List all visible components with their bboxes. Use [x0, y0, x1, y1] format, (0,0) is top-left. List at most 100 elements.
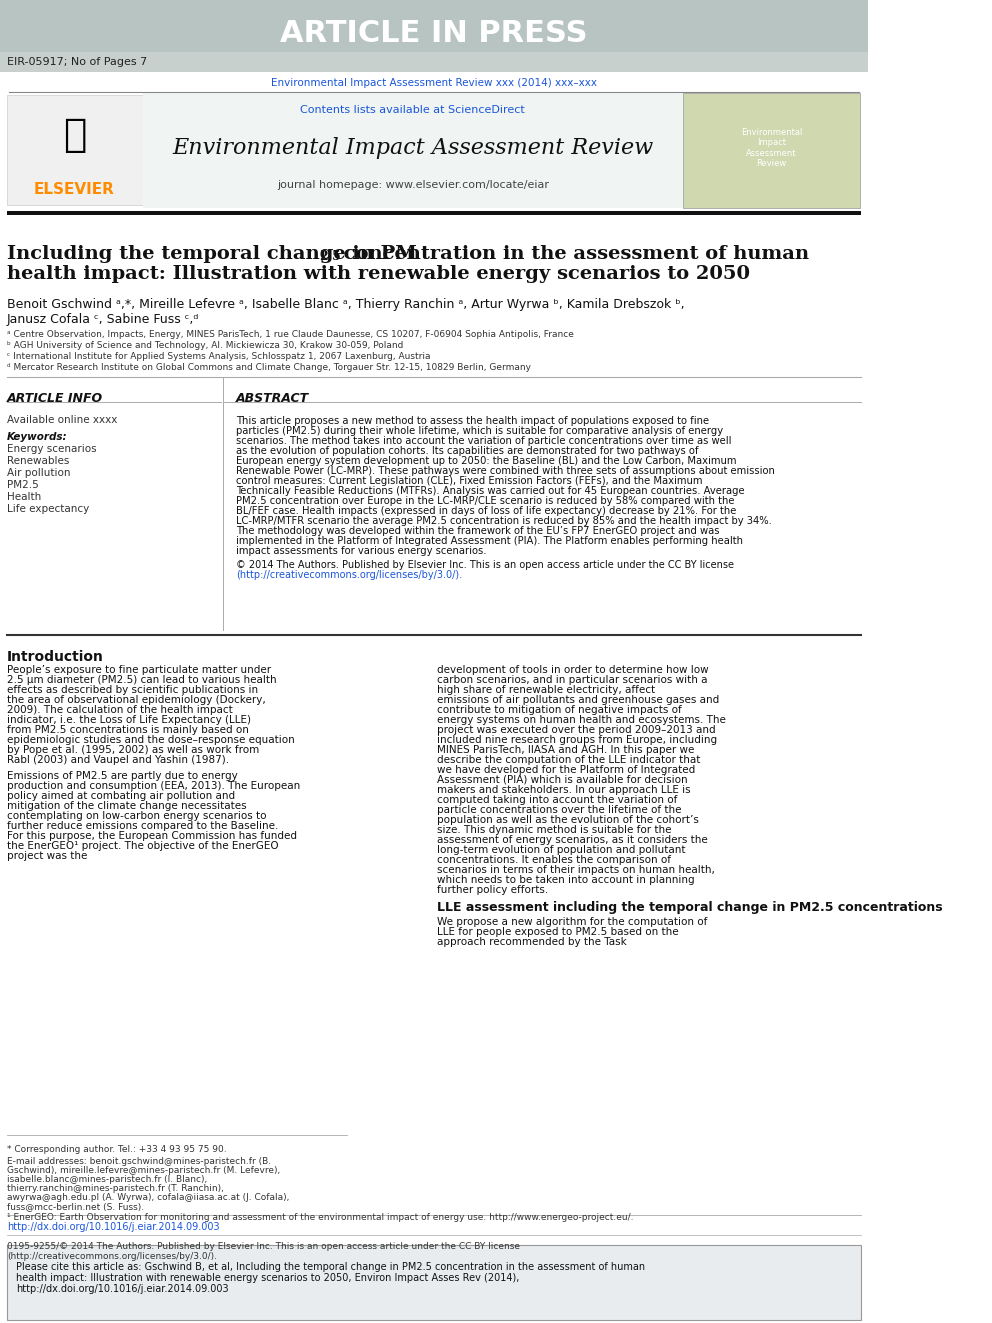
Text: epidemiologic studies and the dose–response equation: epidemiologic studies and the dose–respo…: [7, 736, 295, 745]
Text: Renewable Power (LC-MRP). These pathways were combined with three sets of assump: Renewable Power (LC-MRP). These pathways…: [236, 466, 775, 476]
Text: EIR-05917; No of Pages 7: EIR-05917; No of Pages 7: [7, 57, 147, 67]
Text: Energy scenarios: Energy scenarios: [7, 445, 96, 454]
Bar: [0, 52, 868, 71]
Text: (http://creativecommons.org/licenses/by/3.0/).: (http://creativecommons.org/licenses/by/…: [7, 1252, 217, 1261]
Text: Including the temporal change in PM: Including the temporal change in PM: [7, 245, 417, 263]
Bar: [0, 0, 868, 52]
Text: concentration in the assessment of human: concentration in the assessment of human: [336, 245, 808, 263]
Text: PM2.5 concentration over Europe in the LC-MRP/CLE scenario is reduced by 58% com: PM2.5 concentration over Europe in the L…: [236, 496, 735, 505]
Text: Health: Health: [7, 492, 42, 501]
Text: PM2.5: PM2.5: [7, 480, 39, 490]
Text: * Corresponding author. Tel.: +33 4 93 95 75 90.: * Corresponding author. Tel.: +33 4 93 9…: [7, 1144, 226, 1154]
Text: project was the: project was the: [7, 851, 87, 861]
Text: impact assessments for various energy scenarios.: impact assessments for various energy sc…: [236, 546, 487, 556]
Text: European energy system development up to 2050: the Baseline (BL) and the Low Car: European energy system development up to…: [236, 456, 737, 466]
Text: Emissions of PM2.5 are partly due to energy: Emissions of PM2.5 are partly due to ene…: [7, 771, 238, 781]
Text: population as well as the evolution of the cohort’s: population as well as the evolution of t…: [437, 815, 699, 826]
Text: journal homepage: www.elsevier.com/locate/eiar: journal homepage: www.elsevier.com/locat…: [277, 180, 549, 191]
Text: Benoit Gschwind ᵃ,*, Mireille Lefevre ᵃ, Isabelle Blanc ᵃ, Thierry Ranchin ᵃ, Ar: Benoit Gschwind ᵃ,*, Mireille Lefevre ᵃ,…: [7, 298, 684, 311]
Text: E-mail addresses: benoit.gschwind@mines-paristech.fr (B.: E-mail addresses: benoit.gschwind@mines-…: [7, 1158, 271, 1166]
Text: mitigation of the climate change necessitates: mitigation of the climate change necessi…: [7, 800, 247, 811]
Text: ARTICLE IN PRESS: ARTICLE IN PRESS: [280, 20, 587, 49]
Text: energy systems on human health and ecosystems. The: energy systems on human health and ecosy…: [437, 714, 726, 725]
Text: effects as described by scientific publications in: effects as described by scientific publi…: [7, 685, 258, 695]
Text: 2.5: 2.5: [319, 250, 341, 263]
Text: Gschwind), mireille.lefevre@mines-paristech.fr (M. Lefevre),: Gschwind), mireille.lefevre@mines-parist…: [7, 1166, 281, 1175]
Text: © 2014 The Authors. Published by Elsevier Inc. This is an open access article un: © 2014 The Authors. Published by Elsevie…: [236, 560, 734, 570]
Text: For this purpose, the European Commission has funded: For this purpose, the European Commissio…: [7, 831, 297, 841]
Text: approach recommended by the Task: approach recommended by the Task: [437, 937, 627, 947]
Text: Life expectancy: Life expectancy: [7, 504, 89, 515]
Text: Technically Feasible Reductions (MTFRs). Analysis was carried out for 45 Europea: Technically Feasible Reductions (MTFRs).…: [236, 486, 745, 496]
Text: which needs to be taken into account in planning: which needs to be taken into account in …: [437, 875, 695, 885]
Text: policy aimed at combating air pollution and: policy aimed at combating air pollution …: [7, 791, 235, 800]
Text: LC-MRP/MTFR scenario the average PM2.5 concentration is reduced by 85% and the h: LC-MRP/MTFR scenario the average PM2.5 c…: [236, 516, 772, 527]
Text: scenarios. The method takes into account the variation of particle concentration: scenarios. The method takes into account…: [236, 437, 732, 446]
Text: as the evolution of population cohorts. Its capabilities are demonstrated for tw: as the evolution of population cohorts. …: [236, 446, 698, 456]
Bar: [683, 93, 860, 208]
Text: Renewables: Renewables: [7, 456, 69, 466]
Text: carbon scenarios, and in particular scenarios with a: carbon scenarios, and in particular scen…: [437, 675, 708, 685]
Text: indicator, i.e. the Loss of Life Expectancy (LLE): indicator, i.e. the Loss of Life Expecta…: [7, 714, 251, 725]
Text: particle concentrations over the lifetime of the: particle concentrations over the lifetim…: [437, 804, 682, 815]
Bar: [7, 210, 861, 216]
FancyBboxPatch shape: [7, 1245, 861, 1320]
Text: particles (PM2.5) during their whole lifetime, which is suitable for comparative: particles (PM2.5) during their whole lif…: [236, 426, 723, 437]
Text: ᵇ AGH University of Science and Technology, Al. Mickiewicza 30, Krakow 30-059, P: ᵇ AGH University of Science and Technolo…: [7, 341, 404, 351]
Text: Air pollution: Air pollution: [7, 468, 70, 478]
Text: awyrwa@agh.edu.pl (A. Wyrwa), cofala@iiasa.ac.at (J. Cofala),: awyrwa@agh.edu.pl (A. Wyrwa), cofala@iia…: [7, 1193, 290, 1203]
Text: from PM2.5 concentrations is mainly based on: from PM2.5 concentrations is mainly base…: [7, 725, 249, 736]
Text: contemplating on low-carbon energy scenarios to: contemplating on low-carbon energy scena…: [7, 811, 267, 822]
Text: Environmental Impact Assessment Review xxx (2014) xxx–xxx: Environmental Impact Assessment Review x…: [271, 78, 597, 89]
Text: 0195-9255/© 2014 The Authors. Published by Elsevier Inc. This is an open access : 0195-9255/© 2014 The Authors. Published …: [7, 1242, 520, 1252]
Text: This article proposes a new method to assess the health impact of populations ex: This article proposes a new method to as…: [236, 415, 709, 426]
Text: by Pope et al. (1995, 2002) as well as work from: by Pope et al. (1995, 2002) as well as w…: [7, 745, 259, 755]
Text: emissions of air pollutants and greenhouse gases and: emissions of air pollutants and greenhou…: [437, 695, 719, 705]
Text: Keywords:: Keywords:: [7, 433, 67, 442]
Text: the area of observational epidemiology (Dockery,: the area of observational epidemiology (…: [7, 695, 266, 705]
Text: long-term evolution of population and pollutant: long-term evolution of population and po…: [437, 845, 685, 855]
Text: ᶜ International Institute for Applied Systems Analysis, Schlosspatz 1, 2067 Laxe: ᶜ International Institute for Applied Sy…: [7, 352, 431, 361]
Text: LLE for people exposed to PM2.5 based on the: LLE for people exposed to PM2.5 based on…: [437, 927, 679, 937]
Text: http://dx.doi.org/10.1016/j.eiar.2014.09.003: http://dx.doi.org/10.1016/j.eiar.2014.09…: [16, 1285, 228, 1294]
Text: Available online xxxx: Available online xxxx: [7, 415, 117, 425]
Text: describe the computation of the LLE indicator that: describe the computation of the LLE indi…: [437, 755, 700, 765]
Text: development of tools in order to determine how low: development of tools in order to determi…: [437, 665, 709, 675]
Bar: [143, 93, 683, 208]
Text: ¹ EnerGEO: Earth Observation for monitoring and assessment of the environmental : ¹ EnerGEO: Earth Observation for monitor…: [7, 1213, 634, 1222]
Text: MINES ParisTech, IIASA and AGH. In this paper we: MINES ParisTech, IIASA and AGH. In this …: [437, 745, 694, 755]
Text: (http://creativecommons.org/licenses/by/3.0/).: (http://creativecommons.org/licenses/by/…: [236, 570, 462, 579]
Text: further reduce emissions compared to the Baseline.: further reduce emissions compared to the…: [7, 822, 279, 831]
Text: People’s exposure to fine particulate matter under: People’s exposure to fine particulate ma…: [7, 665, 271, 675]
Text: http://dx.doi.org/10.1016/j.eiar.2014.09.003: http://dx.doi.org/10.1016/j.eiar.2014.09…: [7, 1222, 219, 1232]
Text: Environmental
Impact
Assessment
Review: Environmental Impact Assessment Review: [741, 128, 803, 168]
Text: 2.5 μm diameter (PM2.5) can lead to various health: 2.5 μm diameter (PM2.5) can lead to vari…: [7, 675, 277, 685]
Text: scenarios in terms of their impacts on human health,: scenarios in terms of their impacts on h…: [437, 865, 715, 875]
Text: 🌳: 🌳: [62, 116, 86, 153]
Text: control measures: Current Legislation (CLE), Fixed Emission Factors (FEFs), and : control measures: Current Legislation (C…: [236, 476, 702, 486]
Text: project was executed over the period 2009–2013 and: project was executed over the period 200…: [437, 725, 716, 736]
Text: Janusz Cofala ᶜ, Sabine Fuss ᶜ,ᵈ: Janusz Cofala ᶜ, Sabine Fuss ᶜ,ᵈ: [7, 314, 199, 325]
Text: ᵈ Mercator Research Institute on Global Commons and Climate Change, Torgauer Str: ᵈ Mercator Research Institute on Global …: [7, 363, 531, 372]
Text: production and consumption (EEA, 2013). The European: production and consumption (EEA, 2013). …: [7, 781, 301, 791]
Text: included nine research groups from Europe, including: included nine research groups from Europ…: [437, 736, 717, 745]
Text: the EnerGEO¹ project. The objective of the EnerGEO: the EnerGEO¹ project. The objective of t…: [7, 841, 279, 851]
Text: Assessment (PIA) which is available for decision: Assessment (PIA) which is available for …: [437, 775, 688, 785]
Text: size. This dynamic method is suitable for the: size. This dynamic method is suitable fo…: [437, 826, 672, 835]
Text: thierry.ranchin@mines-paristech.fr (T. Ranchin),: thierry.ranchin@mines-paristech.fr (T. R…: [7, 1184, 224, 1193]
Text: concentrations. It enables the comparison of: concentrations. It enables the compariso…: [437, 855, 672, 865]
Text: ABSTRACT: ABSTRACT: [236, 392, 310, 405]
Text: Introduction: Introduction: [7, 650, 104, 664]
Text: we have developed for the Platform of Integrated: we have developed for the Platform of In…: [437, 765, 695, 775]
Text: ARTICLE INFO: ARTICLE INFO: [7, 392, 103, 405]
Text: 2009). The calculation of the health impact: 2009). The calculation of the health imp…: [7, 705, 233, 714]
Text: further policy efforts.: further policy efforts.: [437, 885, 549, 894]
Text: The methodology was developed within the framework of the EU’s FP7 EnerGEO proje: The methodology was developed within the…: [236, 527, 719, 536]
Text: health impact: Illustration with renewable energy scenarios to 2050, Environ Imp: health impact: Illustration with renewab…: [16, 1273, 519, 1283]
Text: contribute to mitigation of negative impacts of: contribute to mitigation of negative imp…: [437, 705, 682, 714]
Text: high share of renewable electricity, affect: high share of renewable electricity, aff…: [437, 685, 656, 695]
Text: We propose a new algorithm for the computation of: We propose a new algorithm for the compu…: [437, 917, 707, 927]
Text: computed taking into account the variation of: computed taking into account the variati…: [437, 795, 678, 804]
Text: BL/FEF case. Health impacts (expressed in days of loss of life expectancy) decre: BL/FEF case. Health impacts (expressed i…: [236, 505, 736, 516]
Text: LLE assessment including the temporal change in PM2.5 concentrations: LLE assessment including the temporal ch…: [437, 901, 943, 914]
